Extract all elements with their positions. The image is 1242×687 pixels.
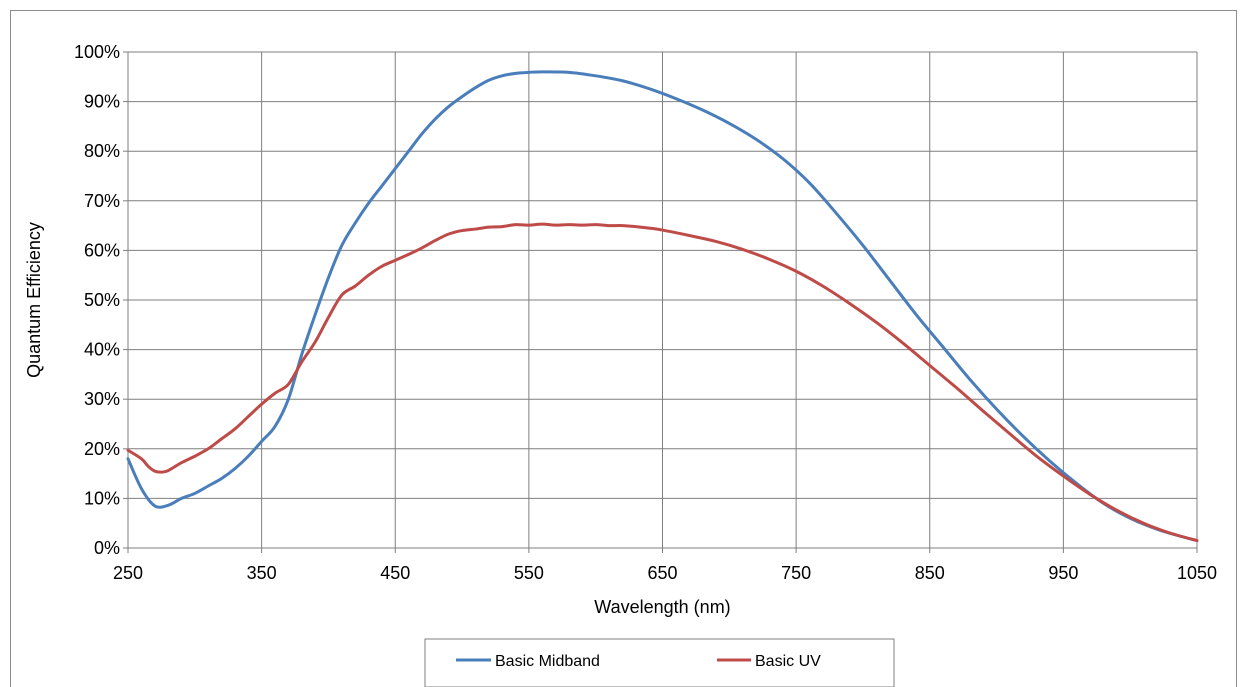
x-tick-label: 1050	[1177, 563, 1217, 583]
y-tick-label: 50%	[84, 290, 120, 310]
y-tick-label: 70%	[84, 191, 120, 211]
x-tick-label: 550	[514, 563, 544, 583]
y-tick-label: 90%	[84, 92, 120, 112]
x-tick-label: 350	[247, 563, 277, 583]
legend: Basic Midband Basic UV	[424, 638, 895, 687]
y-tick-label: 0%	[94, 538, 120, 558]
legend-label-basic-uv: Basic UV	[755, 653, 821, 670]
x-axis-title: Wavelength (nm)	[594, 597, 730, 617]
series-layer	[126, 70, 1199, 543]
series-line-basic-uv	[126, 222, 1199, 543]
x-tick-label: 450	[380, 563, 410, 583]
series-line-basic-midband	[126, 70, 1199, 543]
grid	[123, 51, 1198, 553]
y-tick-label: 20%	[84, 439, 120, 459]
x-tick-label: 950	[1048, 563, 1078, 583]
tick-labels: 0% 10% 20% 30% 40% 50% 60% 70% 80% 90% 100% 250 350 4…	[74, 42, 1217, 583]
y-axis-title: Quantum Efficiency	[24, 222, 44, 378]
chart-frame	[10, 10, 1237, 687]
x-tick-label: 750	[781, 563, 811, 583]
y-tick-label: 30%	[84, 389, 120, 409]
y-tick-label: 80%	[84, 141, 120, 161]
x-tick-label: 850	[915, 563, 945, 583]
y-tick-label: 10%	[84, 488, 120, 508]
legend-box	[424, 638, 895, 687]
x-tick-label: 650	[647, 563, 677, 583]
legend-label-basic-midband: Basic Midband	[495, 653, 600, 670]
y-tick-label: 40%	[84, 340, 120, 360]
y-tick-label: 60%	[84, 240, 120, 260]
x-tick-label: 250	[113, 563, 143, 583]
y-tick-label: 100%	[74, 42, 120, 62]
